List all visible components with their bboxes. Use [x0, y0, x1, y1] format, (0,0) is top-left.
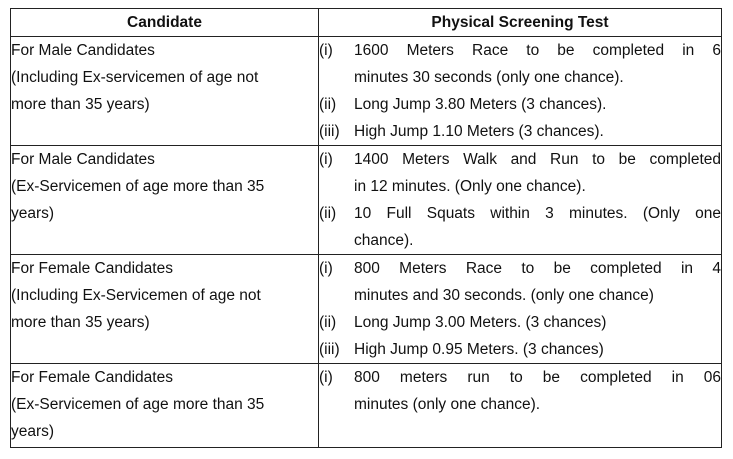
test-number: (ii) [319, 96, 337, 113]
test-text: Long Jump 3.80 Meters (3 chances). [354, 91, 721, 118]
candidate-line: For Female Candidates [11, 260, 173, 277]
test-line: 10 Full Squats within 3 minutes. (Only o… [354, 205, 721, 222]
test-line: Long Jump 3.00 Meters. (3 chances) [354, 314, 607, 331]
test-line: in 12 minutes. (Only one chance). [354, 178, 586, 195]
header-candidate: Candidate [10, 8, 319, 37]
test-text: 1400 Meters Walk and Run to be completed… [354, 146, 721, 200]
table-header-row: Candidate Physical Screening Test [10, 8, 722, 37]
candidate-line: more than 35 years) [11, 314, 150, 331]
test-text: Long Jump 3.00 Meters. (3 chances) [354, 309, 721, 336]
test-number: (i) [319, 260, 333, 277]
test-line: 800 meters run to be completed in 06 [354, 369, 721, 386]
test-line: High Jump 0.95 Meters. (3 chances) [354, 341, 604, 358]
test-number: (i) [319, 369, 333, 386]
test-text: High Jump 0.95 Meters. (3 chances) [354, 336, 721, 363]
candidate-cell: For Female Candidates (Ex-Servicemen of … [10, 363, 319, 448]
table-row: For Female Candidates (Ex-Servicemen of … [10, 363, 722, 448]
candidate-cell: For Female Candidates (Including Ex-Serv… [10, 254, 319, 364]
tests-cell: (i) 1400 Meters Walk and Run to be compl… [318, 145, 722, 255]
test-item: (iii) High Jump 1.10 Meters (3 chances). [319, 118, 721, 145]
table-row: For Female Candidates (Including Ex-Serv… [10, 254, 722, 364]
test-text: 800 Meters Race to be completed in 4 min… [354, 255, 721, 309]
test-line: minutes 30 seconds (only one chance). [354, 69, 624, 86]
test-number: (i) [319, 42, 333, 59]
candidate-line: (Including Ex-Servicemen of age not [11, 287, 261, 304]
test-number: (iii) [319, 123, 340, 140]
test-item: (i) 1600 Meters Race to be completed in … [319, 37, 721, 91]
physical-screening-table: Candidate Physical Screening Test For Ma… [10, 8, 722, 448]
candidate-line: For Male Candidates [11, 42, 155, 59]
table-row: For Male Candidates (Ex-Servicemen of ag… [10, 145, 722, 255]
test-number: (ii) [319, 205, 337, 222]
test-line: 800 Meters Race to be completed in 4 [354, 260, 721, 277]
test-text: 10 Full Squats within 3 minutes. (Only o… [354, 200, 721, 254]
candidate-line: For Female Candidates [11, 369, 173, 386]
candidate-cell: For Male Candidates (Ex-Servicemen of ag… [10, 145, 319, 255]
test-line: 1600 Meters Race to be completed in 6 [354, 42, 721, 59]
tests-cell: (i) 1600 Meters Race to be completed in … [318, 36, 722, 146]
test-line: Long Jump 3.80 Meters (3 chances). [354, 96, 607, 113]
test-item: (i) 1400 Meters Walk and Run to be compl… [319, 146, 721, 200]
test-text: 1600 Meters Race to be completed in 6 mi… [354, 37, 721, 91]
tests-cell: (i) 800 Meters Race to be completed in 4… [318, 254, 722, 364]
tests-cell: (i) 800 meters run to be completed in 06… [318, 363, 722, 448]
test-item: (i) 800 meters run to be completed in 06… [319, 364, 721, 418]
test-item: (iii) High Jump 0.95 Meters. (3 chances) [319, 336, 721, 363]
test-text: 800 meters run to be completed in 06 min… [354, 364, 721, 418]
test-line: High Jump 1.10 Meters (3 chances). [354, 123, 604, 140]
test-number: (ii) [319, 314, 337, 331]
test-item: (i) 800 Meters Race to be completed in 4… [319, 255, 721, 309]
candidate-cell: For Male Candidates (Including Ex-servic… [10, 36, 319, 146]
test-number: (iii) [319, 341, 340, 358]
test-item: (ii) 10 Full Squats within 3 minutes. (O… [319, 200, 721, 254]
test-line: minutes and 30 seconds. (only one chance… [354, 287, 654, 304]
candidate-line: more than 35 years) [11, 96, 150, 113]
candidate-line: For Male Candidates [11, 151, 155, 168]
test-text: High Jump 1.10 Meters (3 chances). [354, 118, 721, 145]
candidate-line: years) [11, 423, 55, 440]
candidate-line: (Including Ex-servicemen of age not [11, 69, 259, 86]
test-item: (ii) Long Jump 3.00 Meters. (3 chances) [319, 309, 721, 336]
test-line: chance). [354, 232, 414, 249]
test-number: (i) [319, 151, 333, 168]
table-row: For Male Candidates (Including Ex-servic… [10, 36, 722, 146]
test-line: 1400 Meters Walk and Run to be completed [354, 151, 721, 168]
candidate-line: (Ex-Servicemen of age more than 35 [11, 178, 265, 195]
test-line: minutes (only one chance). [354, 396, 541, 413]
candidate-line: (Ex-Servicemen of age more than 35 [11, 396, 265, 413]
test-item: (ii) Long Jump 3.80 Meters (3 chances). [319, 91, 721, 118]
candidate-line: years) [11, 205, 55, 222]
header-physical-screening-test: Physical Screening Test [318, 8, 722, 37]
